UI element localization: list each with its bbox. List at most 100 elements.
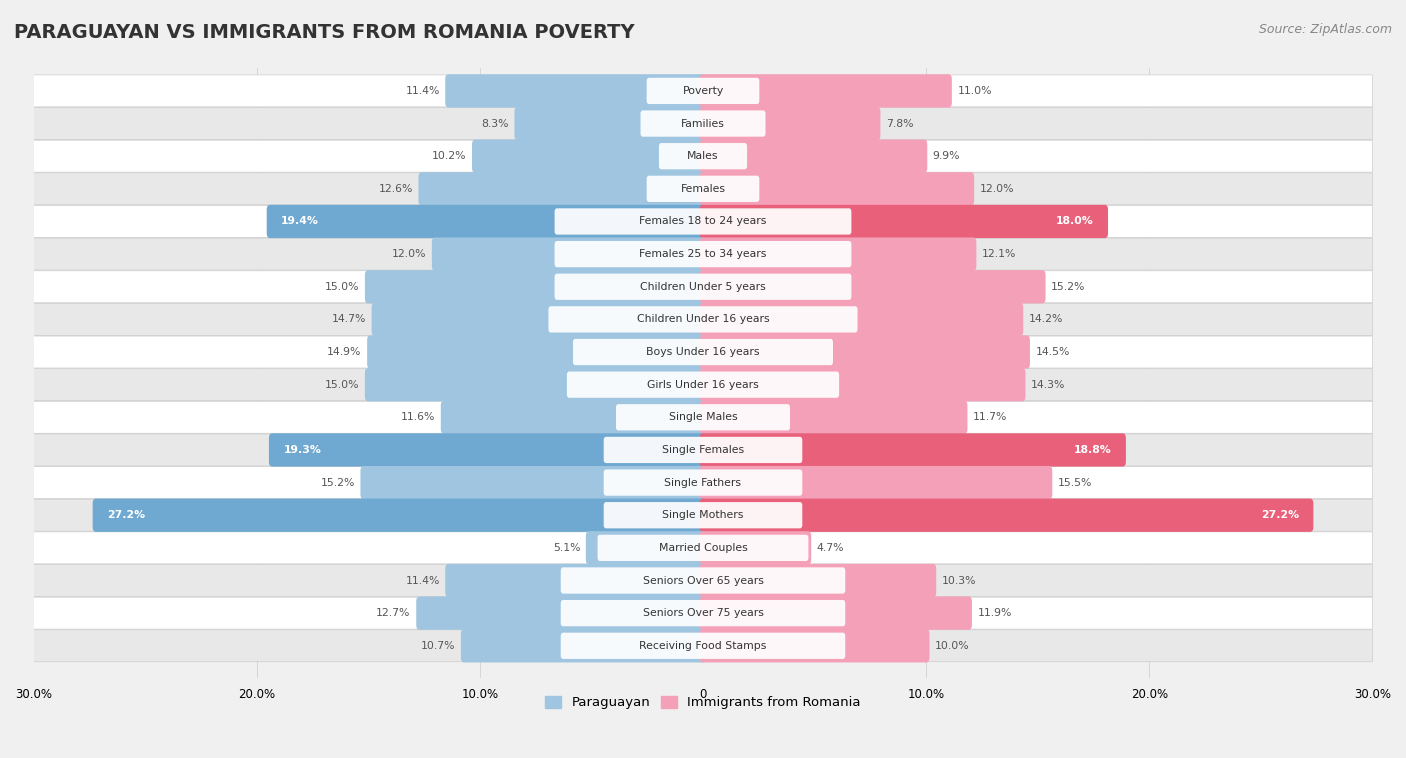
FancyBboxPatch shape — [34, 140, 1372, 172]
Text: 11.4%: 11.4% — [405, 575, 440, 585]
FancyBboxPatch shape — [700, 629, 929, 662]
FancyBboxPatch shape — [700, 302, 1024, 336]
Text: 14.3%: 14.3% — [1031, 380, 1066, 390]
FancyBboxPatch shape — [432, 237, 706, 271]
Text: 11.6%: 11.6% — [401, 412, 436, 422]
FancyBboxPatch shape — [267, 205, 706, 238]
Text: 11.9%: 11.9% — [977, 608, 1012, 618]
FancyBboxPatch shape — [367, 335, 706, 368]
Text: 10.3%: 10.3% — [942, 575, 976, 585]
FancyBboxPatch shape — [461, 629, 706, 662]
FancyBboxPatch shape — [472, 139, 706, 173]
Text: Children Under 16 years: Children Under 16 years — [637, 315, 769, 324]
Text: Poverty: Poverty — [682, 86, 724, 96]
FancyBboxPatch shape — [34, 532, 1372, 564]
Text: Source: ZipAtlas.com: Source: ZipAtlas.com — [1258, 23, 1392, 36]
FancyBboxPatch shape — [700, 499, 1313, 532]
Text: 5.1%: 5.1% — [553, 543, 581, 553]
Text: PARAGUAYAN VS IMMIGRANTS FROM ROMANIA POVERTY: PARAGUAYAN VS IMMIGRANTS FROM ROMANIA PO… — [14, 23, 634, 42]
FancyBboxPatch shape — [700, 401, 967, 434]
FancyBboxPatch shape — [34, 434, 1372, 466]
Text: Single Fathers: Single Fathers — [665, 478, 741, 487]
FancyBboxPatch shape — [34, 500, 1372, 531]
FancyBboxPatch shape — [446, 74, 706, 108]
FancyBboxPatch shape — [641, 111, 765, 136]
Text: 7.8%: 7.8% — [886, 118, 914, 129]
Text: 15.5%: 15.5% — [1057, 478, 1092, 487]
FancyBboxPatch shape — [93, 499, 706, 532]
FancyBboxPatch shape — [647, 176, 759, 202]
FancyBboxPatch shape — [700, 335, 1031, 368]
FancyBboxPatch shape — [360, 466, 706, 500]
FancyBboxPatch shape — [561, 568, 845, 594]
Text: 14.5%: 14.5% — [1035, 347, 1070, 357]
Text: Married Couples: Married Couples — [658, 543, 748, 553]
FancyBboxPatch shape — [34, 565, 1372, 597]
Text: 19.4%: 19.4% — [281, 217, 319, 227]
FancyBboxPatch shape — [440, 401, 706, 434]
Text: 8.3%: 8.3% — [481, 118, 509, 129]
Text: 12.0%: 12.0% — [392, 249, 426, 259]
FancyBboxPatch shape — [603, 502, 803, 528]
FancyBboxPatch shape — [700, 270, 1046, 303]
FancyBboxPatch shape — [416, 597, 706, 630]
FancyBboxPatch shape — [700, 466, 1052, 500]
Text: Single Males: Single Males — [669, 412, 737, 422]
Text: Families: Families — [681, 118, 725, 129]
FancyBboxPatch shape — [366, 270, 706, 303]
Text: 19.3%: 19.3% — [284, 445, 322, 455]
Text: Females 18 to 24 years: Females 18 to 24 years — [640, 217, 766, 227]
FancyBboxPatch shape — [34, 597, 1372, 629]
Text: 14.7%: 14.7% — [332, 315, 366, 324]
FancyBboxPatch shape — [34, 173, 1372, 205]
Text: 15.0%: 15.0% — [325, 380, 360, 390]
FancyBboxPatch shape — [700, 74, 952, 108]
FancyBboxPatch shape — [548, 306, 858, 333]
FancyBboxPatch shape — [659, 143, 747, 169]
FancyBboxPatch shape — [700, 564, 936, 597]
Text: 27.2%: 27.2% — [107, 510, 145, 520]
FancyBboxPatch shape — [616, 404, 790, 431]
FancyBboxPatch shape — [34, 205, 1372, 237]
FancyBboxPatch shape — [700, 205, 1108, 238]
FancyBboxPatch shape — [700, 237, 976, 271]
Text: 15.2%: 15.2% — [1052, 282, 1085, 292]
FancyBboxPatch shape — [515, 107, 706, 140]
Text: Children Under 5 years: Children Under 5 years — [640, 282, 766, 292]
FancyBboxPatch shape — [567, 371, 839, 398]
FancyBboxPatch shape — [554, 274, 852, 300]
Text: 15.0%: 15.0% — [325, 282, 360, 292]
FancyBboxPatch shape — [419, 172, 706, 205]
Text: 12.7%: 12.7% — [377, 608, 411, 618]
FancyBboxPatch shape — [700, 531, 811, 565]
FancyBboxPatch shape — [598, 534, 808, 561]
Text: 18.0%: 18.0% — [1056, 217, 1094, 227]
FancyBboxPatch shape — [700, 139, 928, 173]
Legend: Paraguayan, Immigrants from Romania: Paraguayan, Immigrants from Romania — [540, 691, 866, 715]
Text: 12.6%: 12.6% — [378, 184, 413, 194]
FancyBboxPatch shape — [366, 368, 706, 401]
Text: 14.9%: 14.9% — [328, 347, 361, 357]
FancyBboxPatch shape — [554, 241, 852, 268]
FancyBboxPatch shape — [34, 368, 1372, 401]
FancyBboxPatch shape — [34, 467, 1372, 499]
FancyBboxPatch shape — [446, 564, 706, 597]
FancyBboxPatch shape — [34, 75, 1372, 107]
Text: Females 25 to 34 years: Females 25 to 34 years — [640, 249, 766, 259]
FancyBboxPatch shape — [586, 531, 706, 565]
Text: Boys Under 16 years: Boys Under 16 years — [647, 347, 759, 357]
Text: Females: Females — [681, 184, 725, 194]
Text: 15.2%: 15.2% — [321, 478, 354, 487]
Text: 10.0%: 10.0% — [935, 641, 970, 651]
FancyBboxPatch shape — [34, 238, 1372, 270]
Text: Single Mothers: Single Mothers — [662, 510, 744, 520]
FancyBboxPatch shape — [269, 434, 706, 467]
Text: Girls Under 16 years: Girls Under 16 years — [647, 380, 759, 390]
FancyBboxPatch shape — [554, 208, 852, 234]
FancyBboxPatch shape — [34, 108, 1372, 139]
FancyBboxPatch shape — [561, 633, 845, 659]
FancyBboxPatch shape — [34, 303, 1372, 335]
FancyBboxPatch shape — [700, 172, 974, 205]
FancyBboxPatch shape — [574, 339, 832, 365]
Text: Receiving Food Stamps: Receiving Food Stamps — [640, 641, 766, 651]
